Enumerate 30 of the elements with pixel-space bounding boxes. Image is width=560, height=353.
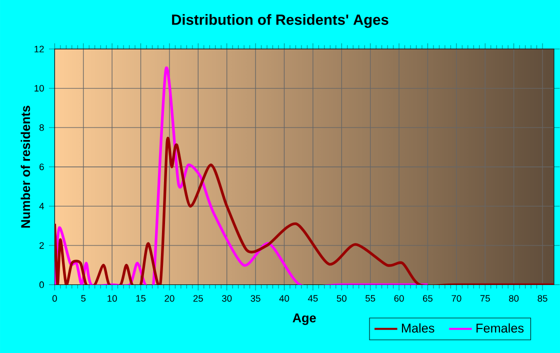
legend-label: Females	[476, 323, 524, 333]
x-tick-label: 35	[250, 295, 260, 302]
x-tick-label: 50	[336, 295, 346, 302]
x-tick-label: 0	[52, 295, 57, 302]
x-tick-label: 60	[394, 295, 404, 302]
x-tick-label: 80	[509, 295, 519, 302]
y-tick-label: 0	[39, 281, 44, 288]
x-tick-label: 10	[108, 295, 117, 302]
x-tick-label: 65	[423, 295, 433, 302]
y-tick-label: 6	[40, 164, 44, 170]
x-tick-label: 15	[136, 295, 146, 302]
x-tick-label: 85	[538, 295, 548, 302]
x-axis-title: Age	[292, 314, 316, 325]
x-tick-label: 25	[193, 295, 203, 302]
x-tick-label: 70	[452, 295, 462, 302]
x-tick-label: 20	[164, 295, 174, 302]
y-tick-label: 10	[34, 84, 44, 92]
legend-label: Males	[402, 323, 434, 333]
y-tick-label: 4	[39, 202, 44, 210]
y-tick-label: 12	[34, 46, 44, 52]
x-tick-label: 30	[222, 295, 232, 302]
chart-title: Distribution of Residents' Ages	[172, 14, 388, 28]
y-tick-label: 2	[40, 242, 44, 249]
y-axis-title: Number of residents	[20, 106, 30, 228]
x-tick-label: 40	[279, 295, 290, 302]
x-tick-label: 5	[81, 295, 86, 302]
y-tick-label: 8	[39, 124, 44, 131]
x-tick-label: 55	[366, 295, 376, 302]
x-tick-label: 75	[480, 295, 490, 302]
x-tick-label: 45	[308, 295, 318, 302]
